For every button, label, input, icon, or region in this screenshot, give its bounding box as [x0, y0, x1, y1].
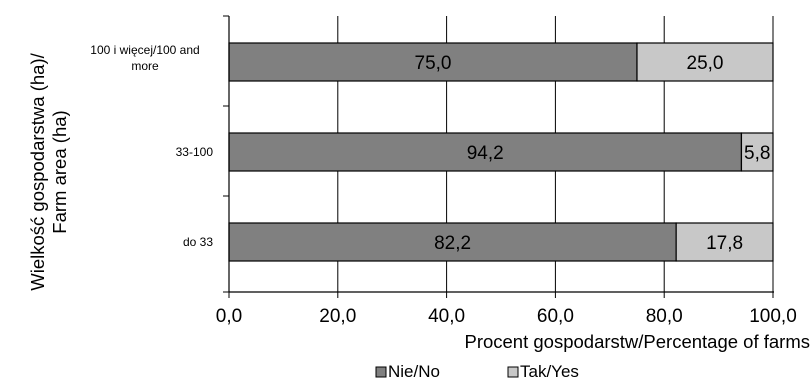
data-label-tak-2: 17,8	[706, 233, 743, 254]
y-axis-title: Wielkość gospodarstwa (ha)/Farm area (ha…	[27, 52, 70, 290]
bars: 75,0 25,0 94,2 5,8 82,2 17,8	[228, 42, 774, 262]
category-labels: 100 i więcej/100 and more 33-100 do 33	[90, 43, 213, 249]
legend: Nie/No Tak/Yes	[375, 362, 579, 381]
bar-nie-2	[228, 222, 677, 262]
x-tick-labels: 0,0 20,0 40,0 60,0 80,0 100,0	[216, 306, 797, 327]
legend-swatch-nie	[375, 366, 387, 378]
data-label-nie-2: 82,2	[434, 233, 471, 254]
category-label-line: 33-100	[176, 145, 214, 159]
data-label-tak-1: 5,8	[744, 143, 770, 164]
y-axis-title-line: Wielkość gospodarstwa (ha)/	[27, 52, 48, 290]
bar-tak-0	[636, 42, 774, 82]
x-axis-title: Procent gospodarstw/Percentage of farms	[464, 331, 810, 352]
legend-label-tak: Tak/Yes	[520, 362, 579, 381]
data-label-nie-0: 75,0	[415, 53, 452, 74]
bar-nie-1	[228, 132, 743, 172]
axes	[223, 15, 774, 298]
category-label-0: 100 i więcej/100 and more	[90, 43, 199, 73]
data-label-tak-0: 25,0	[687, 53, 724, 74]
bar-nie-0	[228, 42, 638, 82]
category-label-line: 100 i więcej/100 and	[90, 43, 199, 57]
x-tick-label-0: 0,0	[216, 306, 242, 327]
category-label-line: more	[131, 59, 159, 73]
data-label-nie-1: 94,2	[467, 143, 504, 164]
legend-label-nie: Nie/No	[388, 362, 440, 381]
x-tick-label-1: 20,0	[319, 306, 356, 327]
category-label-line: do 33	[183, 235, 213, 249]
bar-tak-2	[675, 222, 774, 262]
x-tick-label-2: 40,0	[428, 306, 465, 327]
bar-tak-1	[740, 132, 774, 172]
category-label-1: 33-100	[176, 145, 214, 159]
category-label-2: do 33	[183, 235, 213, 249]
y-axis-title-line: Farm area (ha)	[49, 110, 70, 233]
x-tick-label-3: 60,0	[537, 306, 574, 327]
x-tick-label-4: 80,0	[646, 306, 683, 327]
legend-swatch-tak	[507, 366, 519, 378]
x-tick-label-5: 100,0	[749, 306, 797, 327]
